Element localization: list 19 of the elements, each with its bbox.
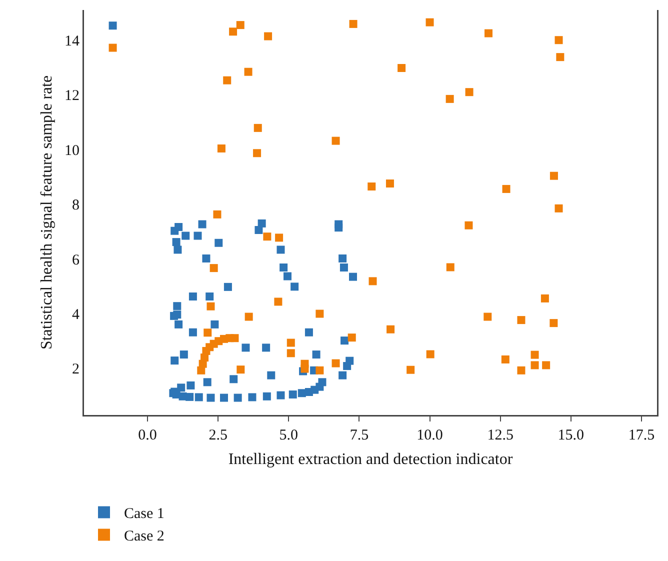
y-tick-label: 8 (72, 198, 80, 214)
x-tick-label: 15.0 (558, 428, 584, 444)
y-tick-label: 2 (72, 362, 80, 378)
legend-label: Case 1 (124, 506, 164, 522)
y-axis-title: Statistical health signal feature sample rate (38, 75, 56, 350)
x-tick-label: 0.0 (138, 428, 157, 444)
x-tick-label: 12.5 (487, 428, 514, 444)
y-tick-label: 14 (64, 33, 80, 50)
x-tick-label: 10.0 (416, 428, 443, 444)
x-tick-label: 5.0 (279, 428, 298, 444)
x-tick-label: 7.5 (350, 428, 369, 444)
y-tick-label: 6 (72, 252, 80, 268)
x-tick-label: 17.5 (628, 428, 655, 444)
y-tick-label: 10 (64, 142, 80, 159)
y-tick-label: 12 (64, 88, 80, 104)
x-axis-title: Intelligent extraction and detection indicator (228, 450, 514, 468)
x-tick-label: 2.5 (208, 428, 228, 444)
y-tick-label: 4 (72, 307, 80, 323)
legend-label: Case 2 (124, 528, 164, 545)
